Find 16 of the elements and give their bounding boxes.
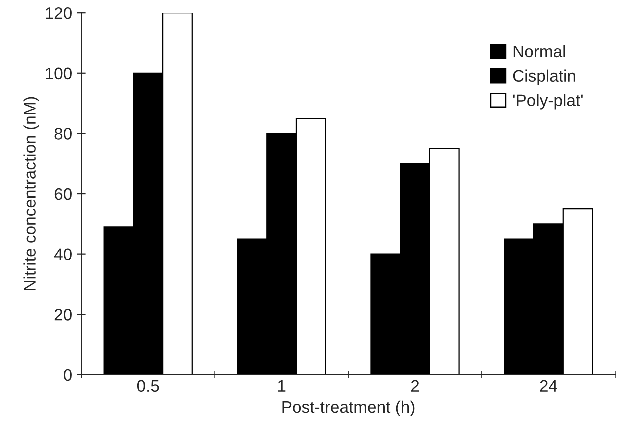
legend-label: Normal	[514, 45, 566, 58]
legend-label: 'Poly-plat'	[513, 94, 583, 110]
y-tick-label: 20	[54, 309, 72, 321]
y-tick-label: 80	[54, 128, 72, 140]
y-tick-label: 60	[54, 188, 72, 200]
y-tick-label: 0	[64, 369, 72, 382]
x-tick-label: 1	[278, 380, 286, 392]
x-tick-label: 0.5	[137, 380, 160, 392]
y-tick-label: 120	[46, 7, 72, 20]
y-axis-title: Nitrite concentraction (nM)	[24, 97, 40, 290]
legend-label: Cisplatin	[513, 70, 576, 86]
y-tick-label: 100	[46, 68, 72, 80]
x-axis-title: Post-treatment (h)	[282, 400, 415, 416]
x-tick-label: 2	[411, 380, 420, 392]
x-tick-label: 24	[540, 380, 558, 392]
y-tick-label: 40	[54, 248, 72, 261]
